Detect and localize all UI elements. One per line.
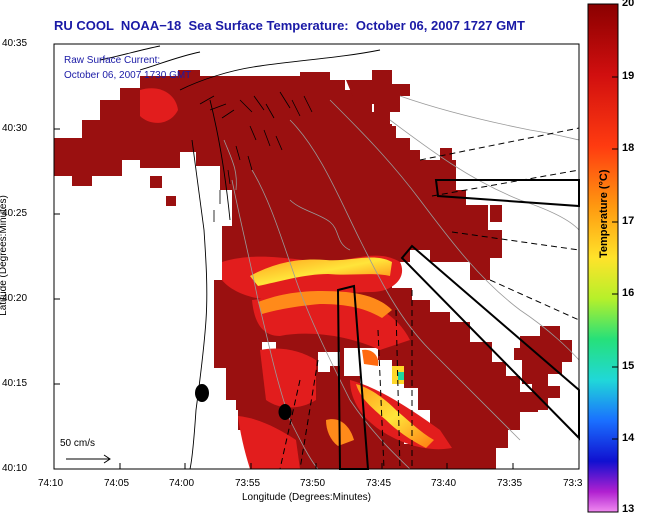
xtick-label: 74:05 xyxy=(104,478,130,489)
ytick-label: 40:35 xyxy=(2,38,28,49)
colorbar-tick-label: 13 xyxy=(622,503,635,515)
colorbar-tick-label: 19 xyxy=(622,70,635,82)
colorbar-tick-label: 14 xyxy=(622,432,635,444)
scale-arrow xyxy=(66,454,111,464)
current-vectors xyxy=(199,91,313,222)
colorbar xyxy=(587,3,619,513)
xtick-label: 74:10 xyxy=(38,478,64,489)
xtick-label: 73:50 xyxy=(300,478,326,489)
y-axis-label: Latitude (Degrees:Minutes) xyxy=(0,195,9,316)
colorbar-tick-label: 18 xyxy=(622,142,635,154)
ytick-label: 40:10 xyxy=(2,463,28,474)
xtick-label: 73:3 xyxy=(563,478,583,489)
colorbar-label: Temperature (°C) xyxy=(598,169,610,258)
coastline xyxy=(99,45,381,470)
bathymetry-contours xyxy=(223,95,580,470)
colorbar-ticks xyxy=(612,3,618,513)
x-axis-label: Longitude (Degrees:Minutes) xyxy=(242,492,371,503)
colorbar-tick-label: 16 xyxy=(622,287,635,299)
ytick-label: 40:25 xyxy=(2,208,28,219)
colorbar-tick-label: 17 xyxy=(622,215,635,227)
sst-field xyxy=(54,70,572,469)
xtick-label: 74:00 xyxy=(169,478,195,489)
colorbar-tick-label: 20 xyxy=(622,0,635,9)
xtick-label: 73:40 xyxy=(431,478,457,489)
colorbar-tick-label: 15 xyxy=(622,360,635,372)
xtick-label: 73:55 xyxy=(235,478,261,489)
coverage-lines xyxy=(279,127,580,470)
current-annotation-line2: October 06, 2007 1730 GMT xyxy=(64,70,192,81)
xtick-label: 73:45 xyxy=(366,478,392,489)
scale-label: 50 cm/s xyxy=(60,438,96,449)
ytick-label: 40:15 xyxy=(2,378,28,389)
figure-title: RU COOL NOAA−18 Sea Surface Temperature:… xyxy=(54,18,525,33)
current-annotation-line1: Raw Surface Current: xyxy=(64,55,161,66)
station-marker xyxy=(278,404,292,420)
ytick-label: 40:30 xyxy=(2,123,28,134)
tick-marks xyxy=(53,43,580,470)
ytick-label: 40:20 xyxy=(2,293,28,304)
station-marker xyxy=(195,384,209,402)
xtick-label: 73:35 xyxy=(497,478,523,489)
